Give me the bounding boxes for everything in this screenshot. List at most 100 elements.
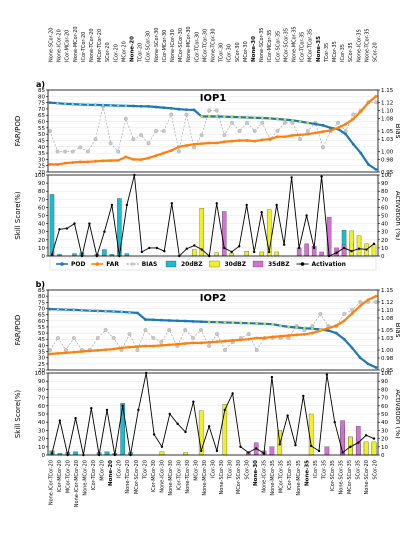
iop1-activation-point xyxy=(238,245,241,248)
iop2-bias-point xyxy=(310,324,315,328)
iop1-bias-line xyxy=(49,101,376,153)
iop2-bot-left-tick-label: 0 xyxy=(42,453,46,459)
iop1-bot-right-tick-label: 60 xyxy=(381,205,388,211)
iop1-bias-point xyxy=(169,112,174,117)
iop2-top-left-tick-label: 40 xyxy=(38,343,45,349)
legend-item-20dbz: 20dBZ xyxy=(165,260,203,268)
category-label: ICor-TCor-30 xyxy=(194,32,200,62)
iop1-pod-marker xyxy=(283,118,287,121)
iop1-bar-30dbz xyxy=(244,250,249,257)
iop1-bot-left-tick-label: 90 xyxy=(38,181,45,187)
iop1-far-point xyxy=(351,117,355,121)
legend-label: 20dBZ xyxy=(181,261,203,268)
iop1-bot-right-tick-label: 20 xyxy=(381,238,388,244)
iop2-bias-point xyxy=(342,312,347,316)
iop1-activation-point xyxy=(335,251,338,254)
iop1-bot-left-tick-label: 10 xyxy=(38,246,45,252)
iop2-bot-left-tick-label: 100 xyxy=(35,371,46,377)
category-label: SCor-20 xyxy=(373,460,379,480)
iop1-activation-point xyxy=(223,246,226,250)
iop2-top-right-tick-label: 1.03 xyxy=(381,336,394,342)
iop2-top-left-tick-label: 75 xyxy=(38,300,45,306)
iop1-activation-point xyxy=(88,222,91,225)
iop1-pod-marker xyxy=(230,115,234,119)
iop1-far-point xyxy=(207,141,211,145)
category-label: MCor-SCor-35 xyxy=(347,460,353,494)
iop1-bot-left-tick-label: 70 xyxy=(38,197,45,203)
legend-swatch xyxy=(252,260,264,268)
category-label: ICor-35 xyxy=(340,44,346,62)
iop2-pod-marker xyxy=(271,322,274,326)
iop2-bot-left-tick-label: 80 xyxy=(38,387,45,393)
iop1-top-left-tick-label: 35 xyxy=(38,151,45,157)
iop1-far-point xyxy=(313,131,317,135)
iop1-bot-ylabel-right: Activation (%) xyxy=(394,191,400,241)
iop2-activation-point xyxy=(192,400,195,403)
iop1-bot-right-tick-label: 10 xyxy=(381,246,388,252)
iop2-activation-point xyxy=(176,422,179,426)
iop2-top-right-tick-label: 1.15 xyxy=(381,288,394,294)
iop1-bar-30dbz xyxy=(192,249,197,257)
iop1-activation-point xyxy=(245,203,248,207)
iop2-activation-point xyxy=(152,433,156,436)
iop2-far-point xyxy=(231,339,235,342)
iop2-far-point xyxy=(199,341,203,345)
iop2-bar-35dbz xyxy=(340,420,345,456)
legend-item-bias: BIAS xyxy=(126,261,158,268)
iop1-activation-point xyxy=(342,246,346,250)
iop1-activation-point xyxy=(193,244,196,247)
iop1-top-left-tick-label: 55 xyxy=(38,126,45,132)
iop2-top-left-tick-label: 45 xyxy=(38,337,45,343)
iop2-far-point xyxy=(326,326,330,330)
iop1-bar-35dbz xyxy=(319,251,324,257)
legend-label: BIAS xyxy=(142,261,158,268)
category-label: None-MCor-30 xyxy=(186,26,192,62)
category-label: None-30 xyxy=(253,460,259,486)
iop2-bot-left-tick-label: 50 xyxy=(38,412,45,418)
iop2-far-point xyxy=(96,348,100,352)
iop2-pod-marker xyxy=(239,321,243,325)
iop1-bias-point xyxy=(146,141,151,146)
iop2-far-point xyxy=(358,304,362,308)
category-label: SCor-20 xyxy=(373,42,379,62)
iop2-pod-marker xyxy=(311,327,314,331)
iop1-far-point xyxy=(283,135,287,139)
iop2-pod-marker xyxy=(96,309,99,313)
iop1-bias-point xyxy=(320,145,325,150)
iop1-pod-point xyxy=(48,101,52,105)
iop2-pod-point xyxy=(358,356,362,360)
category-label: SCor-35 xyxy=(355,460,361,480)
iop1-bot-right-tick-label: 100 xyxy=(381,173,392,179)
iop1-bias-point xyxy=(123,116,128,121)
iop2-pod-point xyxy=(326,329,330,333)
iop1-bot-left-tick-label: 80 xyxy=(38,189,45,195)
iop1-bar-30dbz xyxy=(356,235,362,257)
iop1-bar-30dbz xyxy=(266,209,272,257)
iop2-activation-point xyxy=(168,412,172,416)
iop1-top-left-tick-label: 60 xyxy=(38,120,45,126)
iop1-activation-point xyxy=(163,249,166,253)
iop1-top-right-tick-label: 1.08 xyxy=(381,117,394,123)
iop2-top-left-tick-label: 30 xyxy=(38,356,45,362)
iop2-pod-marker xyxy=(88,309,91,312)
iop2-top-right-tick-label: 0.98 xyxy=(381,356,394,362)
iop2-activation-point xyxy=(286,414,289,417)
iop2-bot-right-tick-label: 80 xyxy=(381,387,388,393)
iop1-top-right-tick-label: 1.00 xyxy=(381,150,394,156)
category-label: ICor-MCor-30 xyxy=(151,460,157,492)
iop2-top-left-tick-label: 55 xyxy=(38,325,45,331)
iop2-activation-point xyxy=(121,404,124,407)
iop2-far-point xyxy=(374,294,378,298)
iop2-top-right-tick-label: 1.05 xyxy=(381,328,394,334)
iop2-pod-point xyxy=(144,318,147,321)
category-label: ICor-MCor-35 xyxy=(267,30,273,62)
iop2-pod-point xyxy=(175,319,179,323)
iop2-bot-right-tick-label: 0 xyxy=(381,453,385,459)
iop1-far-point xyxy=(101,159,105,163)
category-label: ICor-30 xyxy=(227,44,233,62)
iop1-pod-marker xyxy=(79,103,82,106)
legend-swatch xyxy=(165,260,177,268)
iop1-far-point xyxy=(200,142,204,146)
iop2-activation-point xyxy=(372,437,376,440)
iop1-pod-marker xyxy=(71,103,74,106)
